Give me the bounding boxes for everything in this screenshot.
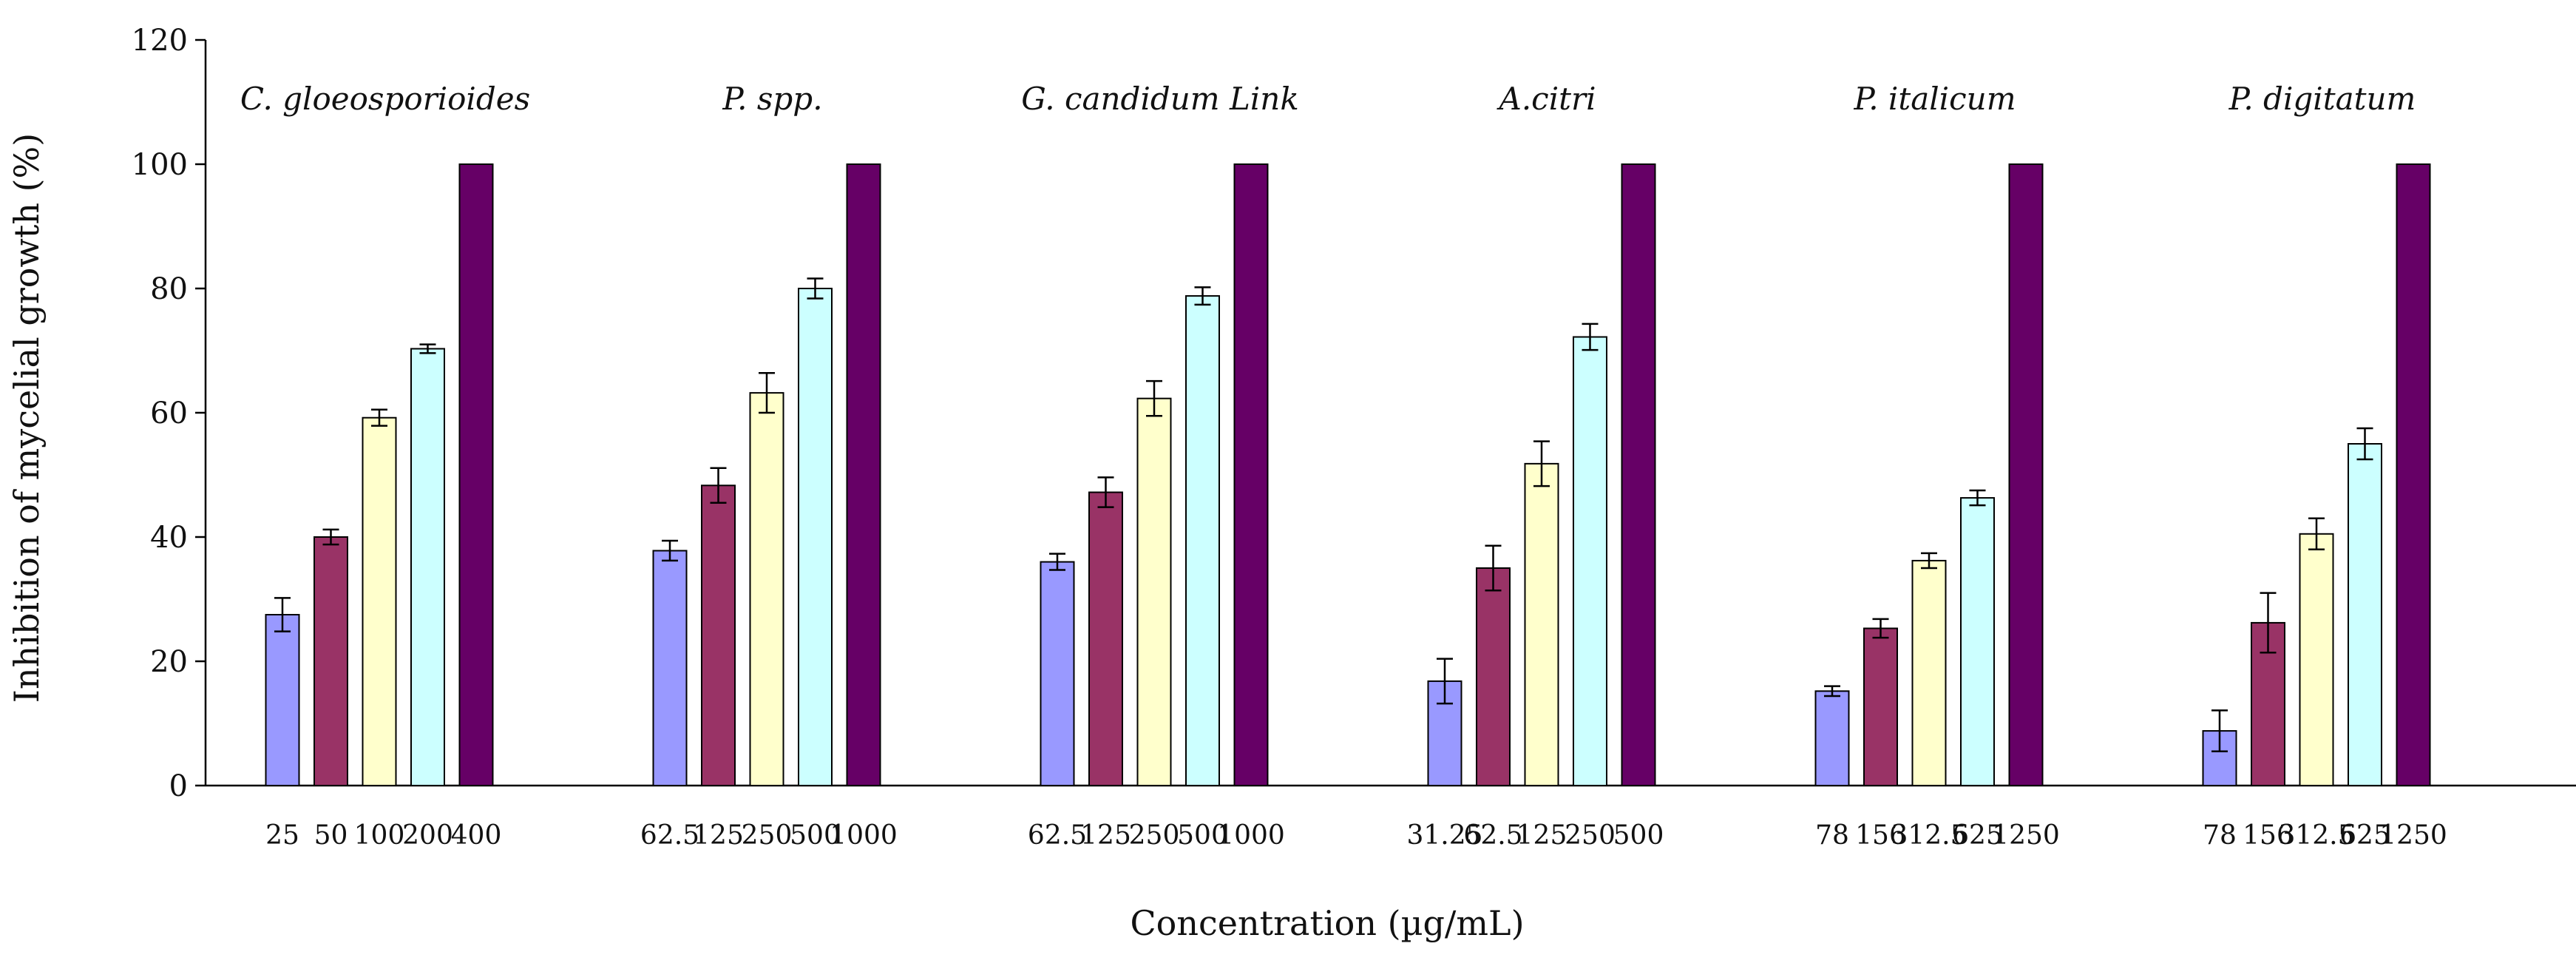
concentration-label: 1250 [2379, 820, 2447, 851]
concentration-label: 62.5 [1028, 820, 1087, 851]
y-tick-label: 80 [150, 272, 188, 306]
group-title: P. digitatum [2228, 81, 2416, 117]
group-title: A.citri [1496, 81, 1596, 117]
concentration-label: 62.5 [1463, 820, 1522, 851]
bar [1524, 462, 1559, 786]
concentration-label: 125 [1516, 820, 1567, 851]
bar [1573, 336, 1607, 786]
y-tick-label: 100 [132, 148, 188, 182]
concentration-label: 125 [693, 820, 744, 851]
bar [749, 392, 784, 786]
bar [313, 536, 348, 786]
concentration-label: 625 [1952, 820, 2003, 851]
bar [1814, 690, 1850, 787]
bar [458, 163, 494, 786]
concentration-label: 400 [451, 820, 502, 851]
bar [2299, 533, 2334, 786]
concentration-label: 125 [1080, 820, 1131, 851]
group-title: P. italicum [1853, 81, 2016, 117]
concentration-label: 250 [1565, 820, 1616, 851]
bar [362, 416, 397, 786]
bar [1863, 627, 1898, 786]
bar [2008, 163, 2044, 786]
bar [1040, 561, 1075, 786]
x-axis-title: Concentration (µg/mL) [1130, 903, 1524, 943]
concentration-label: 312.5 [2278, 820, 2354, 851]
bar [1960, 497, 1995, 787]
bar [2396, 163, 2431, 786]
bar [410, 348, 445, 787]
concentration-label: 78 [2203, 820, 2237, 851]
concentration-label: 500 [1177, 820, 1228, 851]
group-title: G. candidum Link [1021, 81, 1299, 117]
group-title: P. spp. [722, 81, 822, 117]
concentration-label: 62.5 [640, 820, 699, 851]
bar [846, 163, 881, 786]
concentration-label: 500 [790, 820, 841, 851]
concentration-label: 25 [265, 820, 299, 851]
y-tick-label: 120 [132, 24, 188, 58]
y-axis-title: Inhibition of mycelial growth (%) [7, 133, 47, 703]
concentration-label: 1000 [1217, 820, 1285, 851]
group-title: C. gloeosporioides [240, 81, 530, 117]
concentration-label: 1250 [1992, 820, 2060, 851]
concentration-label: 500 [1613, 820, 1664, 851]
concentration-label: 156 [1855, 820, 1906, 851]
y-tick-label: 40 [150, 521, 188, 555]
bar [701, 484, 736, 787]
bar [1911, 559, 1947, 786]
bar [1088, 491, 1123, 787]
bar [1476, 567, 1511, 786]
error-bars [274, 277, 2373, 753]
concentration-label: 50 [314, 820, 348, 851]
bar [1621, 163, 1656, 786]
y-tick-label: 60 [150, 396, 188, 431]
bar [1185, 295, 1220, 786]
concentration-label: 250 [742, 820, 793, 851]
bar [265, 614, 300, 786]
y-tick-label: 20 [150, 645, 188, 679]
bars [265, 163, 2431, 787]
concentration-label: 78 [1815, 820, 1849, 851]
bar [798, 288, 833, 786]
concentration-label: 31.25 [1406, 820, 1482, 851]
concentration-label: 200 [402, 820, 453, 851]
concentration-label: 156 [2243, 820, 2294, 851]
concentration-label: 312.5 [1891, 820, 1967, 851]
concentration-label: 250 [1129, 820, 1180, 851]
bar [1136, 397, 1172, 786]
bar [2348, 443, 2382, 786]
bar [1233, 163, 1269, 786]
concentration-label: 1000 [830, 820, 898, 851]
concentration-label: 625 [2339, 820, 2390, 851]
y-tick-label: 0 [169, 769, 188, 803]
axes [195, 38, 2576, 787]
bar [652, 550, 688, 786]
concentration-label: 100 [354, 820, 405, 851]
